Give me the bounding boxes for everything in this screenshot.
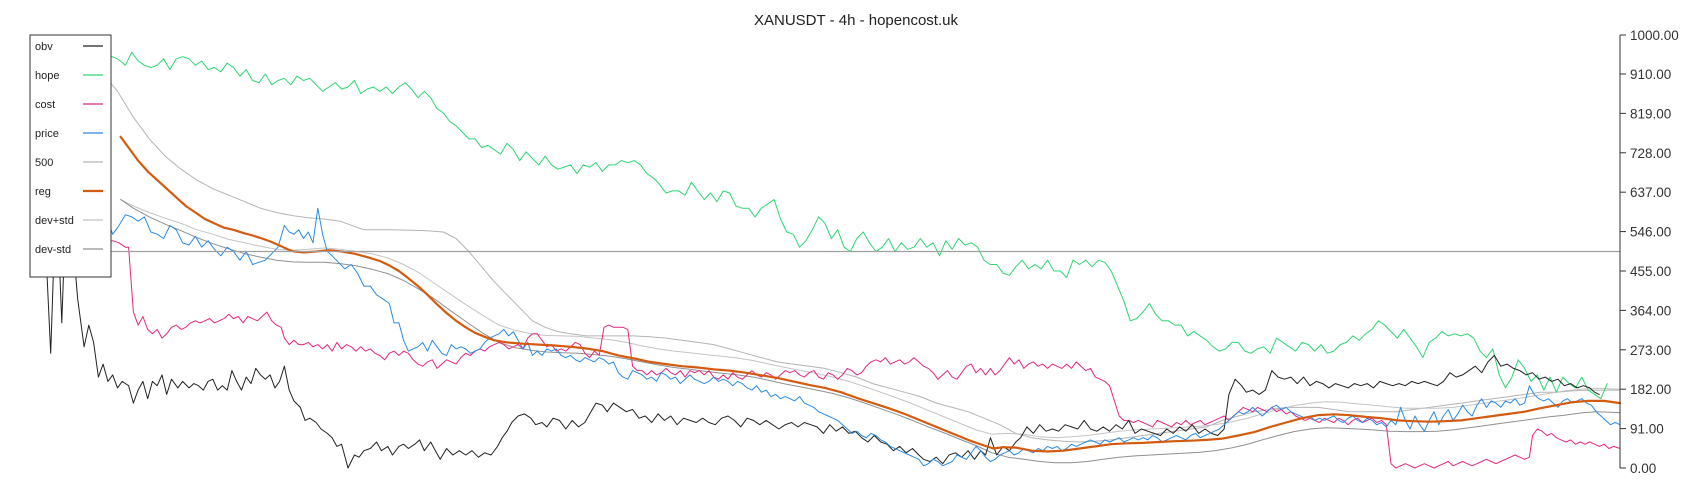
y-tick-label: 1000.00 [1630, 28, 1679, 43]
series-line-dev-std [120, 199, 1621, 439]
y-tick-label: 637.00 [1630, 185, 1671, 200]
legend-label: hope [35, 70, 59, 82]
y-axis: 0.00 91.00 182.00 273.00 364.00 455.00 546.00 6… [1619, 28, 1679, 476]
series-line-obv [29, 186, 1600, 469]
y-tick-label: 273.00 [1630, 343, 1671, 358]
series-line-reg [119, 135, 1622, 453]
y-tick-label: 91.00 [1630, 422, 1664, 437]
plot-area [29, 34, 1622, 469]
legend-label: reg [35, 186, 51, 198]
y-tick-label: 182.00 [1630, 382, 1671, 397]
legend-label: 500 [35, 157, 53, 169]
series-line-500 [29, 34, 1621, 443]
series-line-cost [29, 238, 1621, 469]
y-tick-label: 0.00 [1630, 461, 1656, 476]
legend-label: cost [35, 99, 55, 111]
legend-label: price [35, 128, 59, 140]
y-tick-label: 728.00 [1630, 146, 1671, 161]
legend-label: dev+std [35, 215, 74, 227]
y-tick-label: 819.00 [1630, 106, 1671, 121]
series-line-dev-std [120, 199, 1621, 464]
series-line-hope [29, 34, 1608, 400]
y-tick-label: 910.00 [1630, 67, 1671, 82]
y-tick-label: 455.00 [1630, 264, 1671, 279]
legend-label: dev-std [35, 244, 71, 256]
legend-label: obv [35, 41, 53, 53]
legend: obv hope cost price 500 reg dev+std dev-std [29, 34, 112, 278]
chart-title: XANUSDT - 4h - hopencost.uk [754, 12, 958, 29]
series-line-price [29, 155, 1621, 467]
y-tick-label: 364.00 [1630, 303, 1671, 318]
y-tick-label: 546.00 [1630, 225, 1671, 240]
